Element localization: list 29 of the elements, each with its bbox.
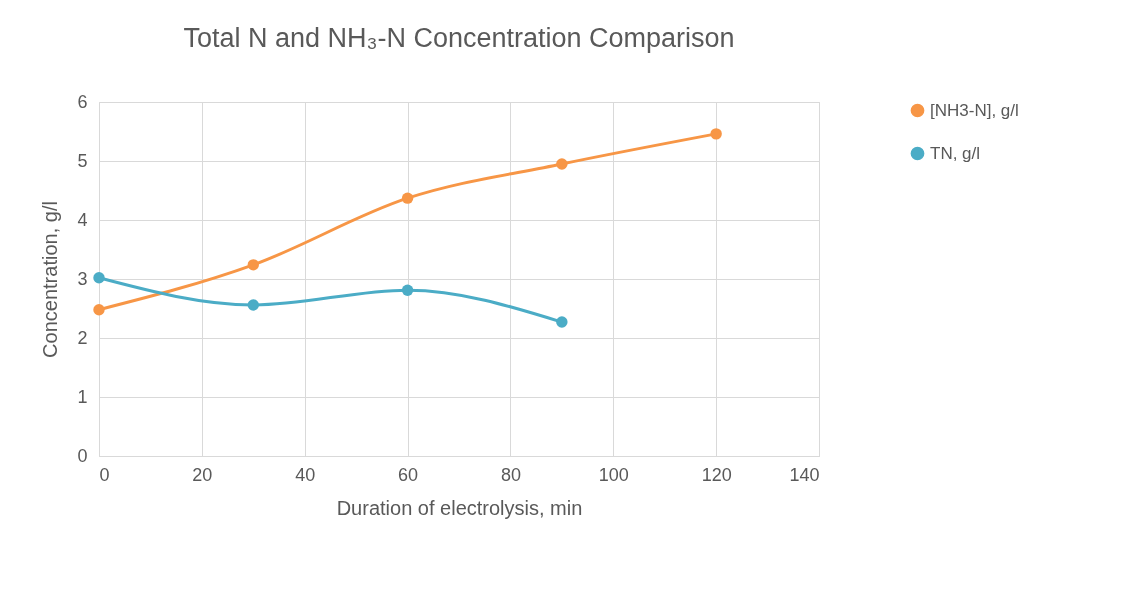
x-tick-label: 0	[99, 464, 110, 485]
point	[93, 272, 105, 284]
x-tick-label: 100	[598, 464, 629, 485]
y-tick-label: 3	[77, 268, 88, 289]
point	[93, 303, 105, 316]
x-tick-label: 140	[789, 464, 820, 485]
y-tick-label: 6	[77, 91, 88, 112]
x-axis-title: Duration of electrolysis, min	[336, 496, 583, 519]
y-tick-label: 4	[77, 209, 88, 230]
x-tick-label: 60	[398, 464, 419, 485]
legend-label: [NH3-N], g/l	[930, 100, 1019, 120]
point	[556, 316, 568, 328]
point	[247, 259, 259, 271]
chart-title: Total N and NH₃-N Concentration Comparison	[183, 23, 735, 53]
x-tick-label: 80	[500, 464, 521, 485]
y-tick-label: 0	[77, 445, 88, 466]
x-tick-label: 120	[701, 464, 732, 485]
y-tick-label: 2	[77, 327, 88, 348]
x-tick-label: 40	[295, 464, 316, 485]
legend-label: TN, g/l	[930, 143, 981, 163]
point	[401, 192, 414, 204]
point	[401, 284, 414, 296]
x-tick-label: 20	[192, 464, 213, 485]
point	[710, 128, 722, 140]
y-tick-label: 5	[77, 150, 88, 171]
point	[247, 299, 259, 311]
y-axis-title: Concentration, g/l	[39, 201, 62, 358]
y-tick-label: 1	[77, 386, 88, 407]
point	[556, 158, 568, 170]
